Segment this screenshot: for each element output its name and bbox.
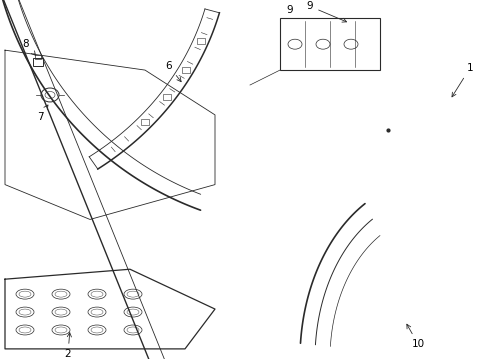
Text: 3: 3 — [0, 359, 1, 360]
Text: 7: 7 — [37, 105, 48, 122]
Bar — [141, 119, 149, 125]
Bar — [182, 67, 190, 73]
Text: 6: 6 — [165, 61, 181, 82]
Text: 1: 1 — [452, 63, 473, 97]
Text: 9: 9 — [307, 1, 346, 22]
Bar — [33, 58, 43, 66]
Text: 10: 10 — [407, 324, 424, 349]
Bar — [197, 38, 205, 44]
Bar — [280, 18, 380, 70]
Bar — [35, 55, 41, 59]
Text: 5: 5 — [0, 359, 1, 360]
Text: 9: 9 — [287, 5, 294, 15]
Text: 4: 4 — [0, 359, 1, 360]
Bar — [163, 94, 172, 100]
Text: 2: 2 — [65, 333, 72, 359]
Text: 8: 8 — [23, 39, 36, 55]
